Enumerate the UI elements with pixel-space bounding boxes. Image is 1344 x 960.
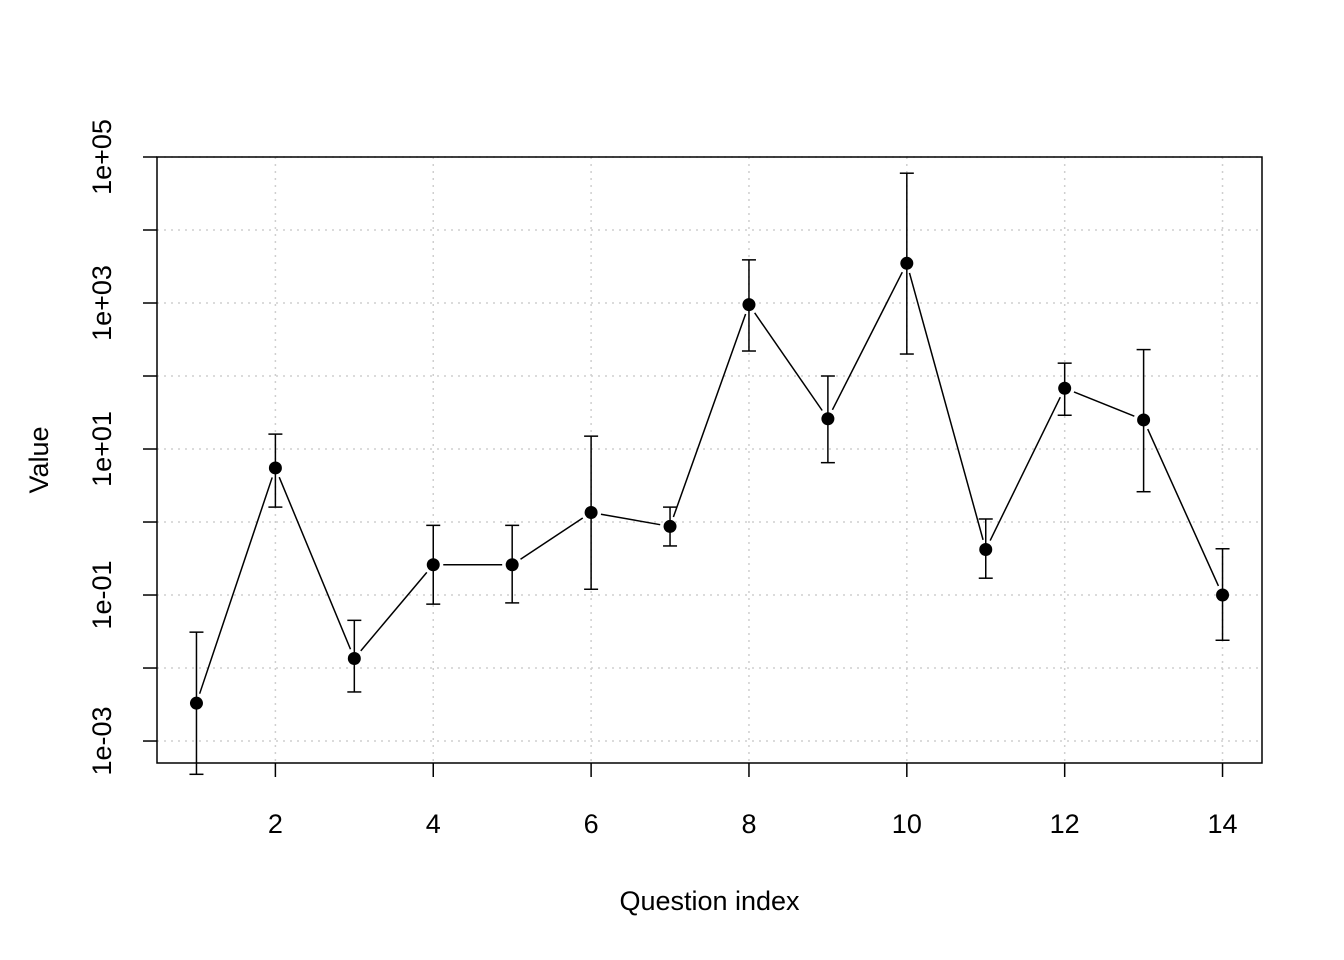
grid (157, 156, 1262, 763)
x-tick-label: 12 (1050, 809, 1080, 839)
y-tick-label: 1e-03 (87, 706, 117, 775)
data-point (268, 461, 282, 475)
x-tick-label: 14 (1208, 809, 1238, 839)
series-line-segment (1073, 391, 1135, 417)
series-line-segment (754, 312, 823, 411)
data-point (742, 298, 756, 312)
series-line-segment (831, 271, 903, 411)
plot-frame (156, 156, 1263, 764)
y-tick-label: 1e+05 (87, 119, 117, 195)
x-tick-label: 2 (268, 809, 283, 839)
y-axis-title: Value (24, 426, 54, 493)
series-line-segment (520, 517, 584, 560)
series-line-segment (989, 396, 1061, 541)
data-point (347, 652, 361, 666)
x-tick-label: 10 (892, 809, 922, 839)
series (189, 172, 1230, 776)
series-line-segment (672, 313, 747, 518)
y-tick-label: 1e+01 (87, 411, 117, 487)
series-line-segment (198, 477, 273, 694)
x-tick-label: 6 (584, 809, 599, 839)
data-point (663, 519, 677, 533)
data-point (189, 696, 203, 710)
data-point (979, 543, 993, 557)
x-axis-title: Question index (619, 886, 800, 916)
data-point (584, 506, 598, 520)
data-point (505, 558, 519, 572)
series-line-segment (600, 513, 661, 526)
series-line-segment (360, 571, 428, 652)
data-point (1058, 381, 1072, 395)
y-tick-label: 1e+03 (87, 265, 117, 341)
series-line-segment (278, 476, 352, 650)
y-tick-label: 1e-01 (87, 560, 117, 629)
series-line-segment (908, 272, 984, 541)
data-point (426, 558, 440, 572)
data-point (1216, 588, 1230, 602)
data-point (1137, 413, 1151, 427)
series-line-segment (1147, 428, 1220, 587)
x-tick-label: 4 (426, 809, 441, 839)
data-point (900, 256, 914, 270)
data-point (821, 412, 835, 426)
axes: 2 4 6 8 10 12 14 1e-03 1e-01 1e+01 1e+03 1e+05 (87, 119, 1238, 839)
x-tick-label: 8 (741, 809, 756, 839)
